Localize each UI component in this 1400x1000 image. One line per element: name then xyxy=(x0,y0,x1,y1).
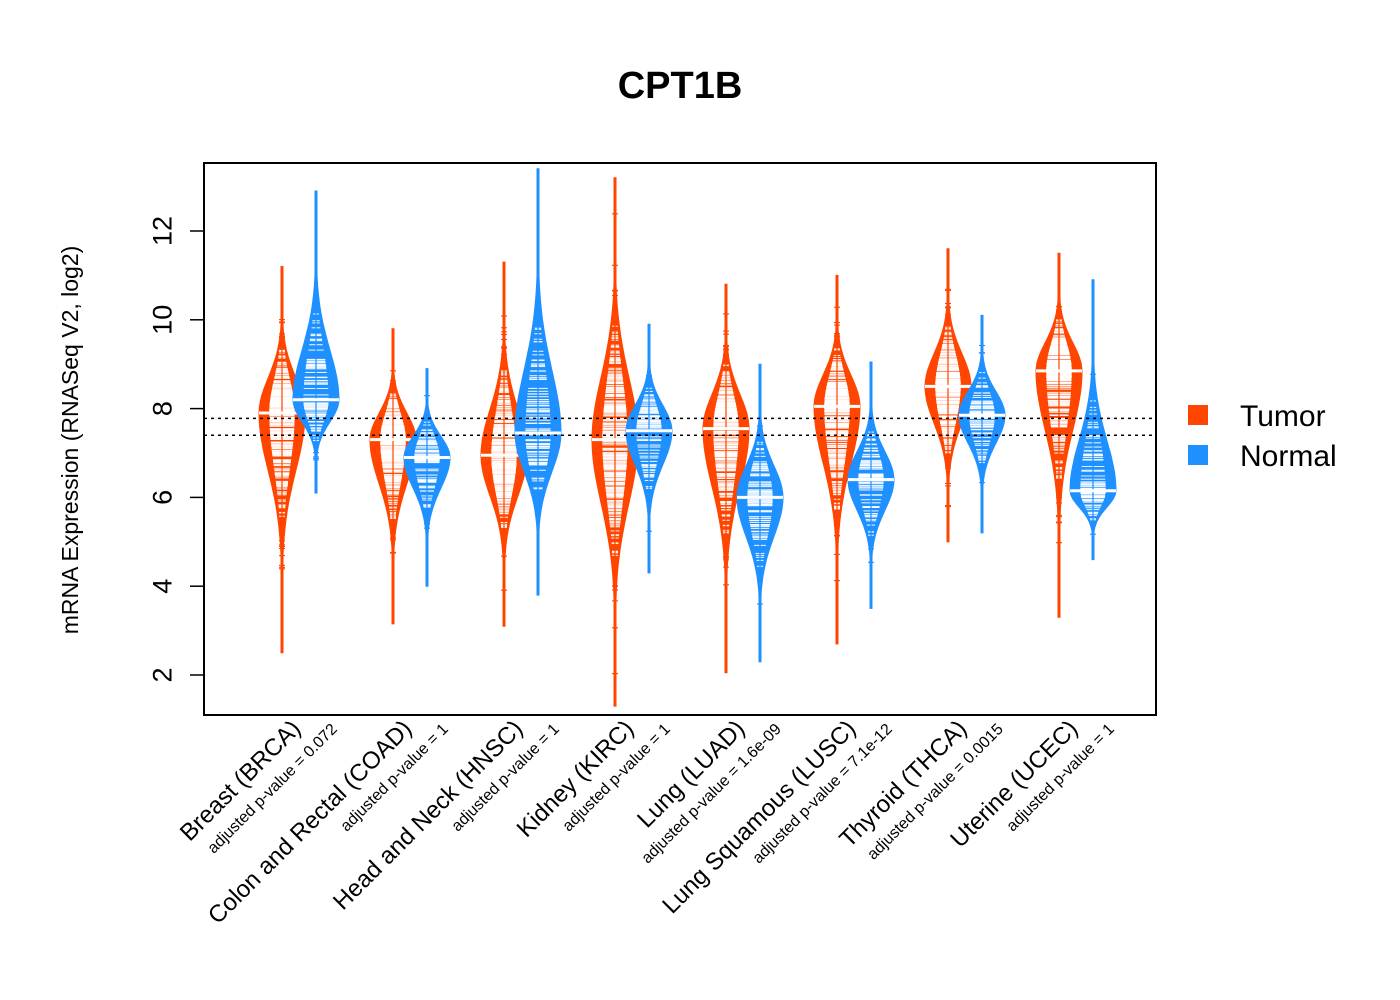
plot-area xyxy=(203,162,1157,716)
y-tick-label: 4 xyxy=(147,579,177,594)
y-tick-label: 10 xyxy=(147,305,177,335)
violin-tumor-2 xyxy=(480,261,528,627)
y-axis-label: mRNA Expression (RNASeq V2, log2) xyxy=(57,246,83,635)
violin-tumor-6 xyxy=(924,248,972,543)
violin-normal-7 xyxy=(1069,279,1117,561)
legend-label-tumor: Tumor xyxy=(1240,400,1326,433)
chart-title: CPT1B xyxy=(618,65,743,107)
legend-swatch-tumor xyxy=(1188,405,1208,425)
violin-normal-0 xyxy=(292,190,340,494)
violin-normal-1 xyxy=(403,368,451,587)
violin-normal-6 xyxy=(958,314,1006,534)
violin-normal-3 xyxy=(625,323,673,574)
violin-tumor-5 xyxy=(813,274,861,645)
violin-normal-4 xyxy=(736,363,784,663)
legend-swatch-normal xyxy=(1188,445,1208,465)
legend: Tumor Normal xyxy=(1188,400,1337,473)
x-axis-labels: Breast (BRCA)adjusted p-value = 0.072Col… xyxy=(175,715,1118,929)
violin-tumor-4 xyxy=(702,283,750,674)
reference-lines xyxy=(204,417,1156,437)
y-tick-label: 8 xyxy=(147,401,177,416)
violin-tumor-3 xyxy=(591,177,639,707)
legend-label-normal: Normal xyxy=(1240,440,1337,473)
violin-tumor-0 xyxy=(258,266,306,654)
y-axis: 2 4 6 8 10 12 xyxy=(147,216,205,683)
violins xyxy=(258,168,1117,707)
y-tick-label: 2 xyxy=(147,667,177,682)
y-tick-label: 12 xyxy=(147,216,177,246)
y-tick-label: 6 xyxy=(147,490,177,505)
violin-normal-2 xyxy=(514,168,562,596)
